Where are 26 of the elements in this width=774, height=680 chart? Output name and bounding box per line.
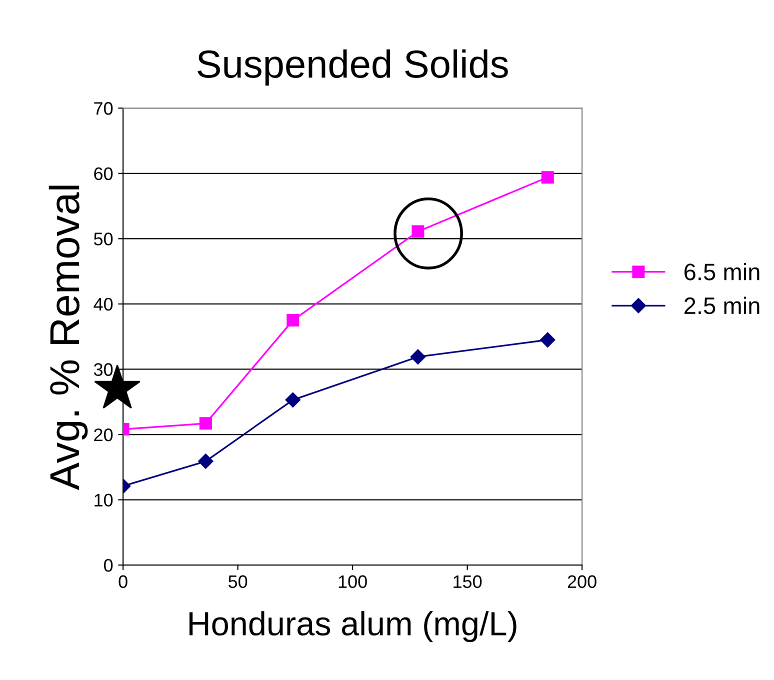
y-axis-title: Avg. % Removal [48, 186, 88, 490]
y-tick-label: 10 [94, 494, 113, 507]
y-tick-label: 0 [104, 559, 113, 572]
legend-label: 6.5 min [684, 262, 760, 280]
x-axis-title: Honduras alum (mg/L) [190, 611, 516, 642]
x-tick-label: 50 [228, 575, 248, 588]
y-tick-label: 20 [94, 428, 113, 442]
x-tick-label: 100 [338, 575, 367, 588]
point [199, 417, 212, 430]
y-tick-label: 30 [94, 363, 113, 376]
point [286, 314, 300, 327]
point [540, 332, 556, 348]
x-tick-label: 150 [454, 575, 482, 588]
y-tick-label: 70 [94, 102, 113, 115]
chart-title: Suspended Solids [198, 49, 508, 86]
point [541, 171, 554, 184]
legend-label: 2.5 min [684, 296, 760, 314]
point [410, 349, 426, 364]
point [412, 225, 424, 238]
y-tick-label: 40 [94, 298, 113, 311]
point [198, 454, 214, 469]
point [285, 392, 300, 408]
x-tick-label: 0 [118, 575, 128, 588]
y-tick-label: 60 [94, 167, 113, 180]
x-tick-label: 200 [568, 575, 596, 588]
y-tick-label: 50 [94, 232, 113, 246]
